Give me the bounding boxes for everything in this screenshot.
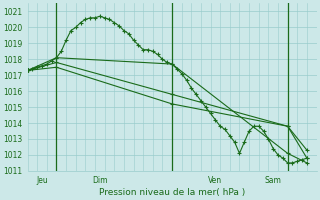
X-axis label: Pression niveau de la mer( hPa ): Pression niveau de la mer( hPa ) (99, 188, 245, 197)
